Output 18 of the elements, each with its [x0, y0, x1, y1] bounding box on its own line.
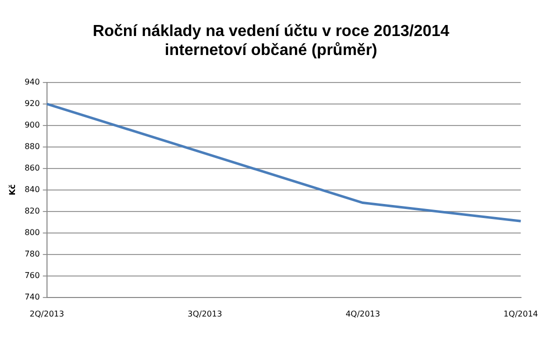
y-tick-label: 780 [24, 249, 40, 258]
text: Roční náklady na vedení účtu v roce 2013/2014 [92, 23, 450, 40]
y-tick-label: 740 [24, 292, 40, 302]
x-tick-label: 3Q/2013 [188, 309, 222, 318]
y-tick-label: 840 [24, 184, 40, 194]
y-tick-label: 800 [24, 228, 40, 237]
x-tick-label: 4Q/2013 [346, 309, 380, 318]
y-tick-label: 940 [24, 77, 40, 86]
text: internetoví občané (průměr) [164, 42, 378, 60]
y-tick-label: 920 [24, 98, 40, 108]
y-tick-label: 860 [24, 163, 40, 172]
x-tick-label: 1Q/2014 [504, 309, 538, 318]
y-tick-label: 880 [24, 142, 40, 151]
y-tick-label: 760 [24, 270, 40, 280]
x-tick-label: 2Q/2013 [30, 309, 64, 318]
y-tick-label: 820 [24, 206, 40, 216]
y-tick-label: 900 [24, 120, 40, 130]
y-axis-title: Kč [8, 184, 17, 196]
